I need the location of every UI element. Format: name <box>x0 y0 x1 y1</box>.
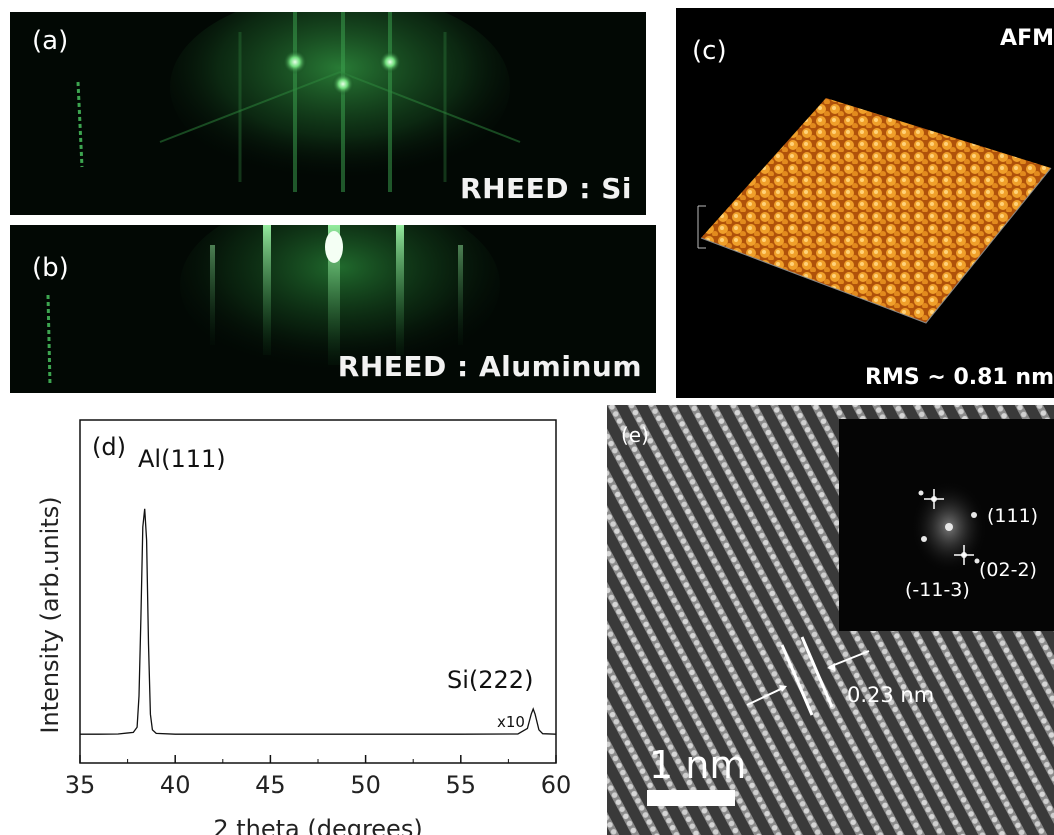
scale-bar-label: 1 nm <box>649 743 747 787</box>
panel-e-label: (e) <box>621 423 649 447</box>
panel-a-label: (a) <box>32 26 69 56</box>
panel-c-label: (c) <box>692 36 727 66</box>
x-tick-label: 50 <box>350 771 381 799</box>
rheed-al-pattern <box>46 225 500 386</box>
fft-label-11-3: (-11-3) <box>905 579 970 601</box>
panel-b-label: (b) <box>32 253 69 283</box>
fft-label-111: (111) <box>987 505 1039 527</box>
peak-label-si222: Si(222) <box>447 666 533 694</box>
rheed-si-pattern <box>76 12 521 192</box>
rheed-si-caption: RHEED : Si <box>460 172 632 205</box>
panel-b-rheed-aluminum: (b) RHEED : Aluminum <box>10 225 656 393</box>
xrd-plot: 35 40 45 50 55 60 Intensity (arb.units) 2 the… <box>36 419 572 835</box>
x-tick-label: 60 <box>541 771 572 799</box>
panel-d-label: (d) <box>92 433 126 461</box>
x-axis-label: 2 theta (degrees) <box>213 815 422 835</box>
afm-title: AFM <box>1000 26 1054 51</box>
scale-bar <box>647 790 735 806</box>
x-tick-label: 45 <box>255 771 286 799</box>
fft-inset: (111) (02-2) (-11-3) <box>839 419 1054 631</box>
peak-label-al111: Al(111) <box>138 445 226 473</box>
lattice-spacing-label: 0.23 nm <box>847 683 935 707</box>
x-tick-label: 55 <box>446 771 477 799</box>
panel-a-rheed-si: (a) RHEED : Si <box>10 12 646 215</box>
fft-label-02-2: (02-2) <box>979 559 1037 581</box>
panel-c-afm: (c) AFM RMS ~ 0.81 nm <box>676 8 1054 398</box>
xrd-series-line <box>80 508 557 735</box>
rheed-al-caption: RHEED : Aluminum <box>337 350 642 383</box>
x-tick-label: 35 <box>65 771 96 799</box>
afm-rms-value: RMS ~ 0.81 nm <box>865 365 1054 390</box>
afm-surface <box>697 98 1052 324</box>
y-axis-label: Intensity (arb.units) <box>36 496 64 733</box>
panel-e-hrtem: (e) 0.23 nm 1 nm (111) <box>607 405 1054 835</box>
peak-scale-note: x10 <box>497 713 525 731</box>
panel-d-xrd-chart: 35 40 45 50 55 60 Intensity (arb.units) 2 the… <box>0 405 600 835</box>
fft-pattern <box>911 481 987 573</box>
x-tick-label: 40 <box>160 771 191 799</box>
